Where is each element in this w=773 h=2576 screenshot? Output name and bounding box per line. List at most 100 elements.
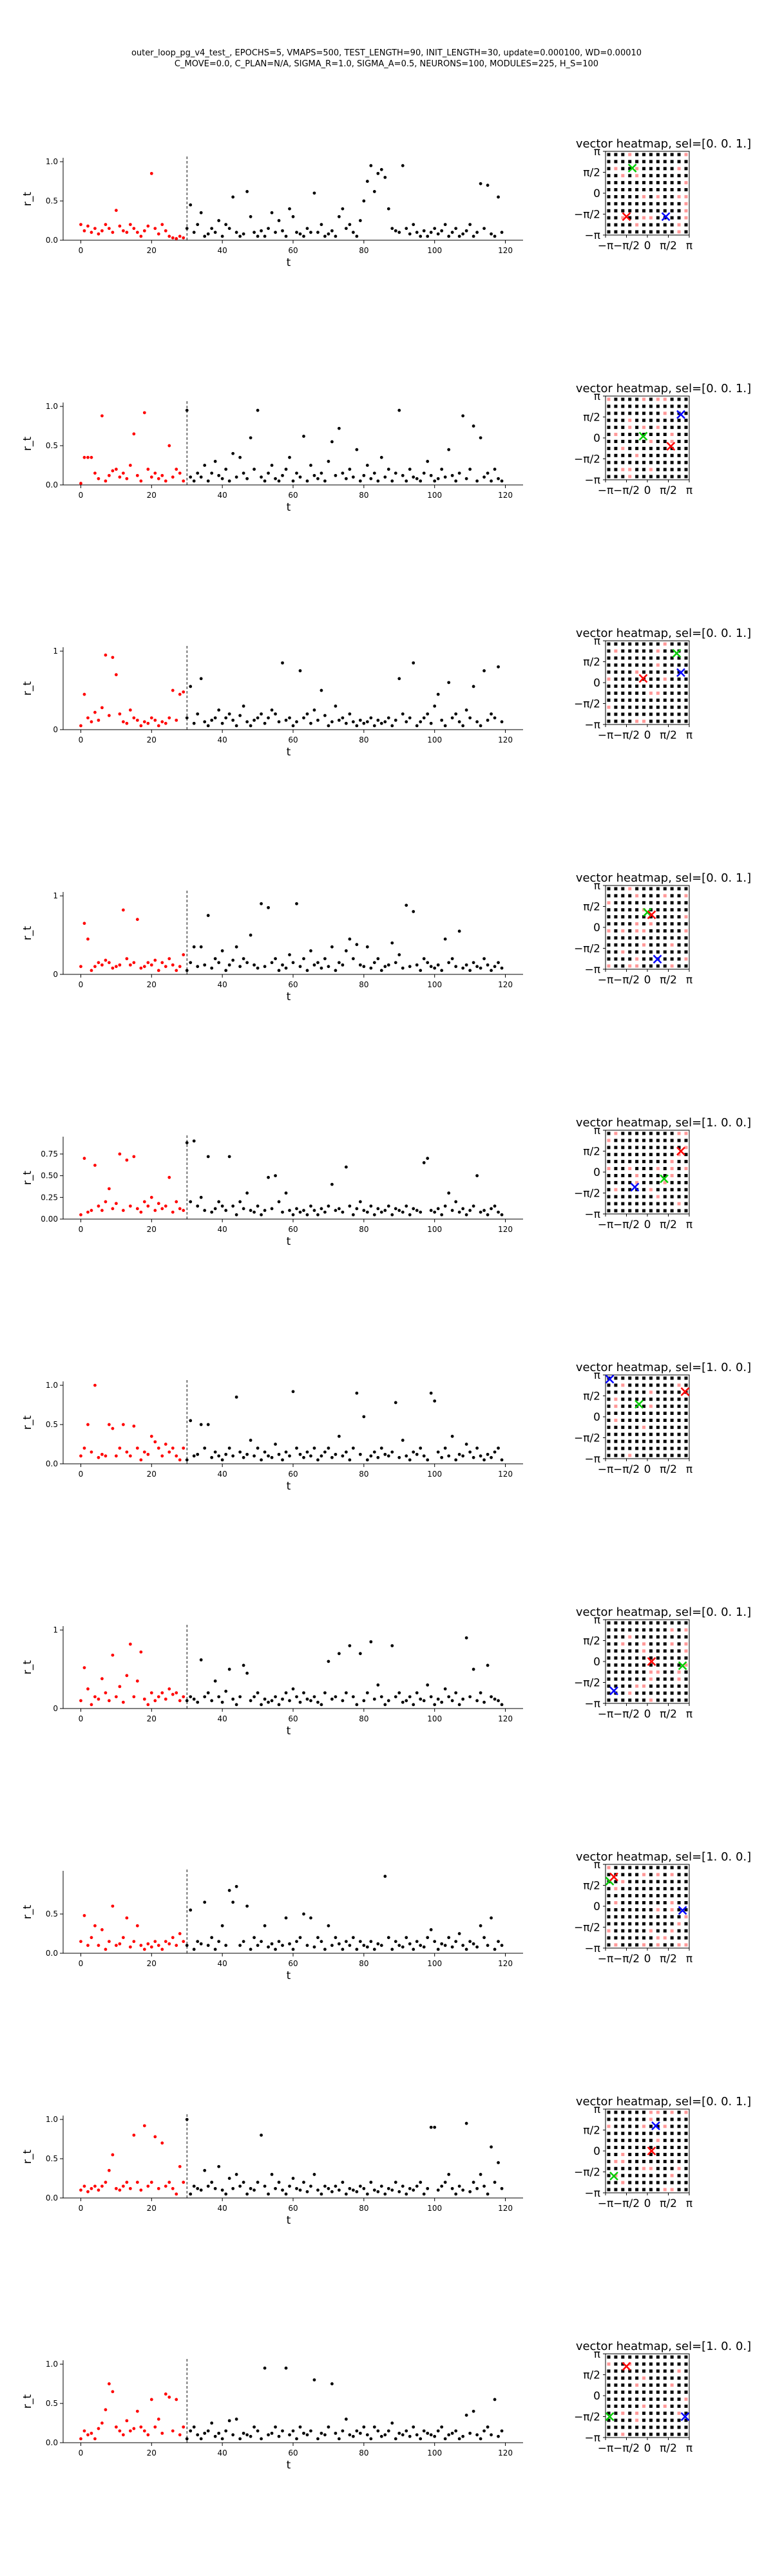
x-tick-label: 80 bbox=[359, 2448, 368, 2458]
vector-heatmap-2: vector heatmap, sel=[0. 0. 1.]ππ/20−π/2−… bbox=[574, 382, 751, 497]
heatmap-cell bbox=[614, 1635, 618, 1639]
heatmap-cell bbox=[656, 160, 660, 164]
heatmap-cell bbox=[642, 1880, 646, 1884]
heatmap-cell bbox=[621, 433, 625, 437]
heatmap-cell bbox=[670, 1936, 674, 1940]
test-point bbox=[217, 219, 221, 222]
test-point bbox=[379, 1446, 383, 1450]
init-point bbox=[135, 1924, 139, 1927]
heatmap-cell bbox=[649, 2139, 653, 2143]
test-point bbox=[334, 1209, 338, 1212]
heatmap-cell bbox=[614, 642, 618, 646]
heatmap-cell bbox=[684, 1649, 688, 1653]
heatmap-cell bbox=[607, 929, 611, 933]
heatmap-cell bbox=[635, 181, 639, 185]
heatmap-cell bbox=[642, 202, 646, 205]
heatmap-cell bbox=[649, 1887, 653, 1891]
init-point bbox=[132, 716, 136, 720]
heatmap-cell bbox=[642, 943, 646, 947]
heatmap-cell bbox=[607, 167, 611, 171]
heatmap-cell bbox=[649, 1180, 653, 1184]
init-point bbox=[167, 1942, 171, 1946]
init-point bbox=[160, 2431, 164, 2435]
heatmap-cell bbox=[607, 2146, 611, 2150]
init-point bbox=[157, 1944, 160, 1947]
init-point bbox=[125, 1674, 129, 1678]
heatmap-cell bbox=[607, 684, 611, 688]
heatmap-cell bbox=[649, 1698, 653, 1702]
heatmap-cell bbox=[628, 943, 632, 947]
test-point bbox=[405, 1204, 408, 1208]
heatmap-cell bbox=[642, 2110, 646, 2114]
heatmap-cell bbox=[649, 230, 653, 234]
heatmap-cell bbox=[621, 1209, 625, 1213]
test-point bbox=[234, 2173, 238, 2176]
heatmap-cell bbox=[628, 1691, 632, 1695]
heatmap-cell bbox=[656, 1684, 660, 1688]
heatmap-cell bbox=[663, 1642, 667, 1646]
heatmap-cell bbox=[628, 2159, 632, 2163]
heatmap-cell bbox=[614, 1887, 618, 1891]
test-point bbox=[397, 1209, 401, 1212]
init-point bbox=[97, 1697, 100, 1701]
heatmap-cell bbox=[621, 1656, 625, 1660]
heatmap-cell bbox=[663, 194, 667, 198]
heatmap-cell bbox=[670, 1677, 674, 1681]
heatmap-cell bbox=[628, 684, 632, 688]
init-point bbox=[104, 479, 108, 483]
heatmap-cell bbox=[684, 1167, 688, 1171]
heatmap-cell bbox=[677, 2159, 681, 2163]
init-point bbox=[125, 1158, 129, 1162]
init-point bbox=[146, 721, 150, 725]
test-point bbox=[291, 1213, 295, 1217]
test-point bbox=[386, 716, 390, 720]
heatmap-y-tick-label: π/2 bbox=[583, 656, 600, 669]
heatmap-cell bbox=[656, 2117, 660, 2121]
test-point bbox=[224, 1689, 228, 1693]
test-point bbox=[482, 1936, 486, 1940]
heatmap-cell bbox=[635, 719, 639, 723]
vector-heatmap-10: vector heatmap, sel=[1. 0. 0.]ππ/20−π/2−… bbox=[574, 2340, 751, 2455]
test-point bbox=[213, 460, 217, 463]
heatmap-cell bbox=[663, 446, 667, 450]
test-point bbox=[422, 229, 426, 232]
heatmap-cell bbox=[607, 1635, 611, 1639]
test-point bbox=[490, 1207, 493, 1211]
test-point bbox=[422, 957, 426, 961]
heatmap-cell bbox=[607, 1642, 611, 1646]
heatmap-cell bbox=[628, 677, 632, 681]
heatmap-cell bbox=[607, 957, 611, 961]
heatmap-cell bbox=[670, 1628, 674, 1632]
heatmap-cell bbox=[677, 915, 681, 919]
test-point bbox=[464, 1213, 468, 1217]
test-point bbox=[260, 1213, 263, 1217]
test-point bbox=[372, 961, 376, 965]
init-point bbox=[164, 1443, 167, 1446]
init-point bbox=[153, 227, 157, 231]
heatmap-cell bbox=[635, 1425, 639, 1429]
heatmap-cell bbox=[614, 1649, 618, 1653]
init-point bbox=[93, 2184, 97, 2188]
heatmap-cell bbox=[684, 1691, 688, 1695]
heatmap-cell bbox=[663, 2146, 667, 2150]
heatmap-y-tick-label: 0 bbox=[593, 432, 600, 445]
heatmap-cell bbox=[635, 1908, 639, 1911]
heatmap-cell bbox=[670, 1915, 674, 1918]
test-point bbox=[379, 167, 383, 171]
test-point bbox=[277, 1200, 281, 1204]
test-point bbox=[443, 937, 447, 941]
heatmap-cell bbox=[677, 1635, 681, 1639]
test-point bbox=[227, 712, 231, 716]
test-point bbox=[376, 2429, 380, 2433]
test-point bbox=[277, 479, 281, 483]
test-point bbox=[443, 223, 447, 227]
heatmap-x-tick-label: π/2 bbox=[660, 1463, 677, 1476]
init-point bbox=[146, 1942, 150, 1946]
test-point bbox=[206, 914, 210, 917]
heatmap-cell bbox=[649, 1195, 653, 1198]
test-point bbox=[362, 1415, 366, 1419]
heatmap-cell bbox=[614, 691, 618, 695]
test-point bbox=[348, 468, 352, 471]
test-point bbox=[408, 1458, 412, 1462]
